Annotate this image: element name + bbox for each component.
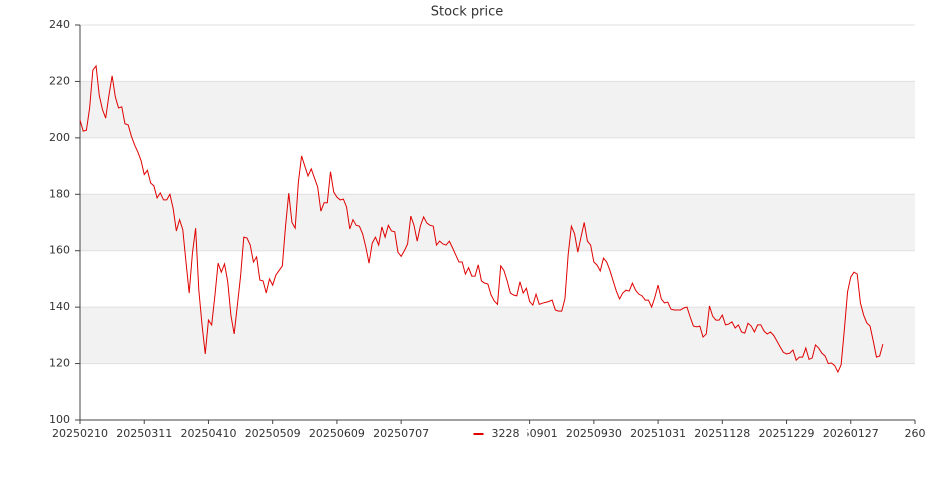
x-tick-label: 20251128	[694, 427, 750, 440]
legend-label: 3228	[492, 427, 520, 440]
grid-band	[80, 194, 915, 251]
chart-title: Stock price	[431, 5, 503, 20]
line-series	[79, 64, 884, 374]
x-tick-label: 20250930	[566, 427, 622, 440]
y-tick-label: 100	[49, 413, 70, 426]
x-tick-label: 260	[905, 427, 926, 440]
x-tick-label: 20251229	[759, 427, 815, 440]
y-tick-label: 220	[49, 74, 70, 87]
y-tick-label: 120	[49, 357, 70, 370]
y-tick-label: 200	[49, 131, 70, 144]
x-tick-label: 20250609	[309, 427, 365, 440]
x-tick-label: 20251031	[630, 427, 686, 440]
x-tick-label: 20260127	[823, 427, 879, 440]
y-tick-label: 160	[49, 244, 70, 257]
y-tick-label: 140	[49, 300, 70, 313]
legend-box	[467, 426, 528, 442]
grid-band	[80, 81, 915, 138]
grid-band	[80, 307, 915, 364]
y-tick-label: 180	[49, 187, 70, 200]
x-tick-label: 20250707	[373, 427, 429, 440]
x-tick-label: 20250210	[52, 427, 108, 440]
x-tick-label: 20250410	[180, 427, 236, 440]
y-tick-label: 240	[49, 18, 70, 31]
x-tick-label: 20250311	[116, 427, 172, 440]
x-tick-label: 20250509	[245, 427, 301, 440]
